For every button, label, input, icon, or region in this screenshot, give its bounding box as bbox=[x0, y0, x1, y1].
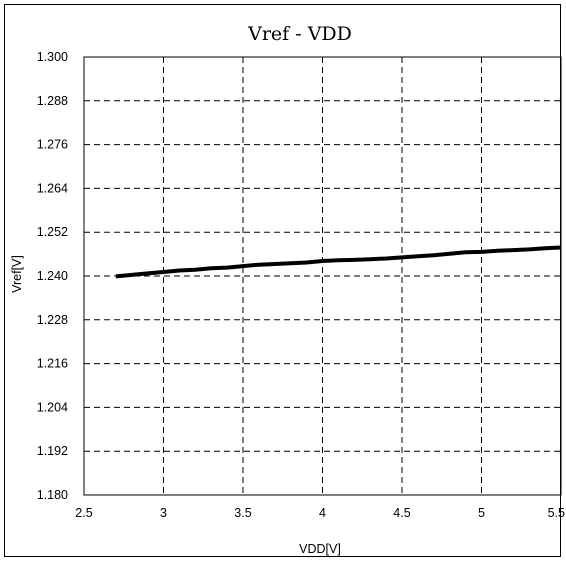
x-tick-label: 2.5 bbox=[75, 506, 92, 520]
y-tick-label: 1.288 bbox=[37, 94, 68, 108]
y-tick-label: 1.192 bbox=[37, 444, 68, 458]
y-axis-ticks: 1.300 1.288 1.276 1.264 1.252 1.240 1.228 1.216… bbox=[37, 50, 68, 502]
y-tick-label: 1.300 bbox=[37, 50, 68, 64]
y-tick-label: 1.264 bbox=[37, 181, 68, 195]
y-tick-label: 1.240 bbox=[37, 269, 68, 283]
y-axis-label: Vref[V] bbox=[10, 255, 24, 293]
x-tick-label: 5.5 bbox=[548, 506, 565, 520]
series-line bbox=[115, 245, 562, 279]
x-axis-ticks: 2.5 3 3.5 4 4.5 5 5.5 bbox=[75, 506, 565, 520]
series-layer bbox=[115, 245, 562, 279]
y-tick-label: 1.252 bbox=[37, 225, 68, 239]
x-tick-label: 5 bbox=[478, 506, 485, 520]
x-tick-label: 4 bbox=[319, 506, 326, 520]
chart-title: Vref - VDD bbox=[247, 23, 352, 45]
y-tick-label: 1.216 bbox=[37, 357, 68, 371]
y-tick-label: 1.180 bbox=[37, 488, 68, 502]
plot-area bbox=[83, 56, 562, 496]
y-tick-label: 1.204 bbox=[37, 400, 68, 414]
x-axis-label: VDD[V] bbox=[299, 542, 341, 556]
y-tick-label: 1.228 bbox=[37, 313, 68, 327]
x-tick-label: 3.5 bbox=[234, 506, 251, 520]
grid-lines bbox=[84, 57, 561, 495]
x-tick-label: 3 bbox=[160, 506, 167, 520]
chart-frame bbox=[4, 4, 561, 557]
y-tick-label: 1.276 bbox=[37, 138, 68, 152]
x-tick-label: 4.5 bbox=[393, 506, 410, 520]
